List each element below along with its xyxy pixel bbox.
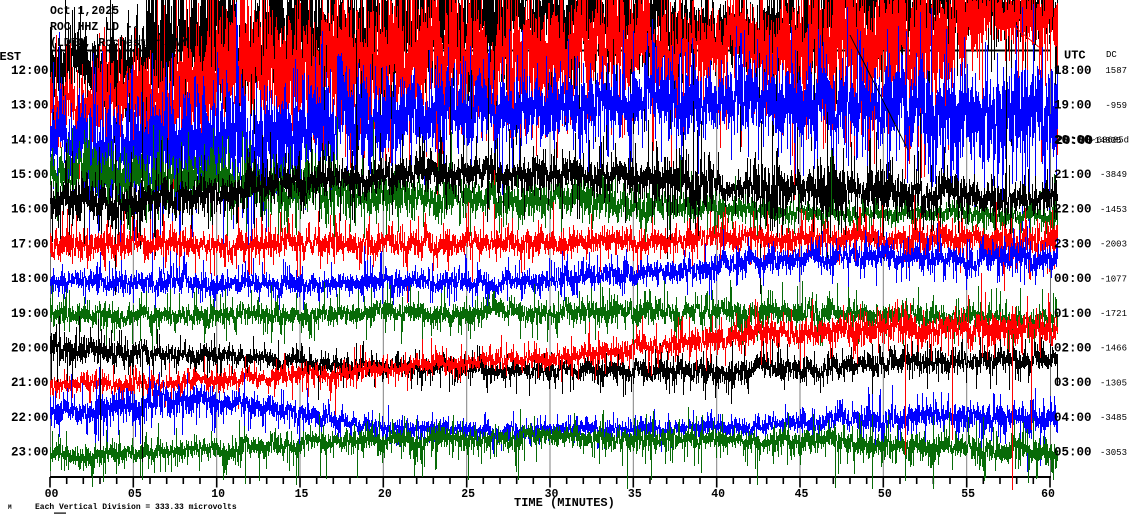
- svg-text:03:00: 03:00: [1054, 376, 1092, 390]
- svg-text:19:00: 19:00: [11, 307, 49, 321]
- svg-text:23:00: 23:00: [11, 446, 49, 460]
- svg-text:TIME (MINUTES): TIME (MINUTES): [514, 496, 615, 510]
- svg-text:1587: 1587: [1105, 66, 1127, 76]
- svg-text:50: 50: [878, 488, 892, 501]
- svg-text:45: 45: [795, 488, 809, 501]
- svg-text:DC: DC: [1106, 50, 1117, 60]
- svg-text:-1466: -1466: [1100, 344, 1127, 354]
- svg-text:55: 55: [961, 488, 975, 501]
- svg-text:19:00: 19:00: [1054, 99, 1092, 113]
- svg-text:-1077: -1077: [1100, 274, 1127, 284]
- svg-text:(LDEO, Rochester, NY): (LDEO, Rochester, NY): [50, 37, 195, 50]
- svg-text:01:00: 01:00: [1054, 307, 1092, 321]
- svg-text:04:00: 04:00: [1054, 411, 1092, 425]
- svg-text:-3485: -3485: [1100, 413, 1127, 423]
- svg-text:13:00: 13:00: [11, 99, 49, 113]
- svg-text:20:00: 20:00: [1056, 134, 1094, 148]
- svg-text:18:00: 18:00: [11, 272, 49, 286]
- svg-text:-3053: -3053: [1100, 448, 1127, 458]
- svg-text:-68685d: -68685d: [1091, 136, 1129, 146]
- svg-text:Oct 1,2025: Oct 1,2025: [50, 5, 119, 18]
- svg-text:-1305: -1305: [1100, 378, 1127, 388]
- svg-text:60: 60: [1041, 488, 1055, 501]
- svg-text:05:00: 05:00: [1054, 446, 1092, 460]
- svg-text:M: M: [8, 504, 12, 511]
- svg-text:12:00: 12:00: [11, 64, 49, 78]
- svg-text:-14805: -14805: [1089, 136, 1121, 146]
- svg-text:00:00: 00:00: [1054, 272, 1092, 286]
- svg-text:Each Vertical Division = 333.: Each Vertical Division = 333.33 microvol…: [35, 503, 237, 512]
- svg-text:-959: -959: [1105, 101, 1127, 111]
- svg-text:25: 25: [461, 488, 475, 501]
- svg-text:30: 30: [545, 488, 559, 501]
- svg-text:EST: EST: [0, 50, 21, 64]
- svg-text:05: 05: [128, 488, 142, 501]
- svg-text:20:00: 20:00: [1054, 133, 1092, 147]
- svg-text:UTC: UTC: [1064, 49, 1086, 63]
- svg-text:21:00: 21:00: [1054, 168, 1092, 182]
- svg-text:10: 10: [211, 488, 225, 501]
- svg-text:00: 00: [45, 488, 59, 501]
- svg-text:20: 20: [378, 488, 392, 501]
- svg-text:22:00: 22:00: [11, 411, 49, 425]
- svg-text:17:00: 17:00: [11, 237, 49, 251]
- svg-text:15: 15: [295, 488, 309, 501]
- svg-text:-1453: -1453: [1100, 205, 1127, 215]
- svg-text:ROC HHZ LD --: ROC HHZ LD --: [50, 21, 140, 34]
- svg-text:-3849: -3849: [1100, 170, 1127, 180]
- svg-text:14:00: 14:00: [11, 133, 49, 147]
- svg-text:20:00: 20:00: [11, 342, 49, 356]
- svg-text:35: 35: [628, 488, 642, 501]
- svg-text:23:00: 23:00: [1054, 237, 1092, 251]
- svg-text:15:00: 15:00: [11, 168, 49, 182]
- svg-text:40: 40: [711, 488, 725, 501]
- svg-text:16:00: 16:00: [11, 203, 49, 217]
- svg-text:02:00: 02:00: [1054, 342, 1092, 356]
- svg-text:21:00: 21:00: [11, 376, 49, 390]
- svg-text:-1721: -1721: [1100, 309, 1127, 319]
- svg-text:18:00: 18:00: [1054, 64, 1092, 78]
- svg-text:-2003: -2003: [1100, 240, 1127, 250]
- svg-text:22:00: 22:00: [1054, 203, 1092, 217]
